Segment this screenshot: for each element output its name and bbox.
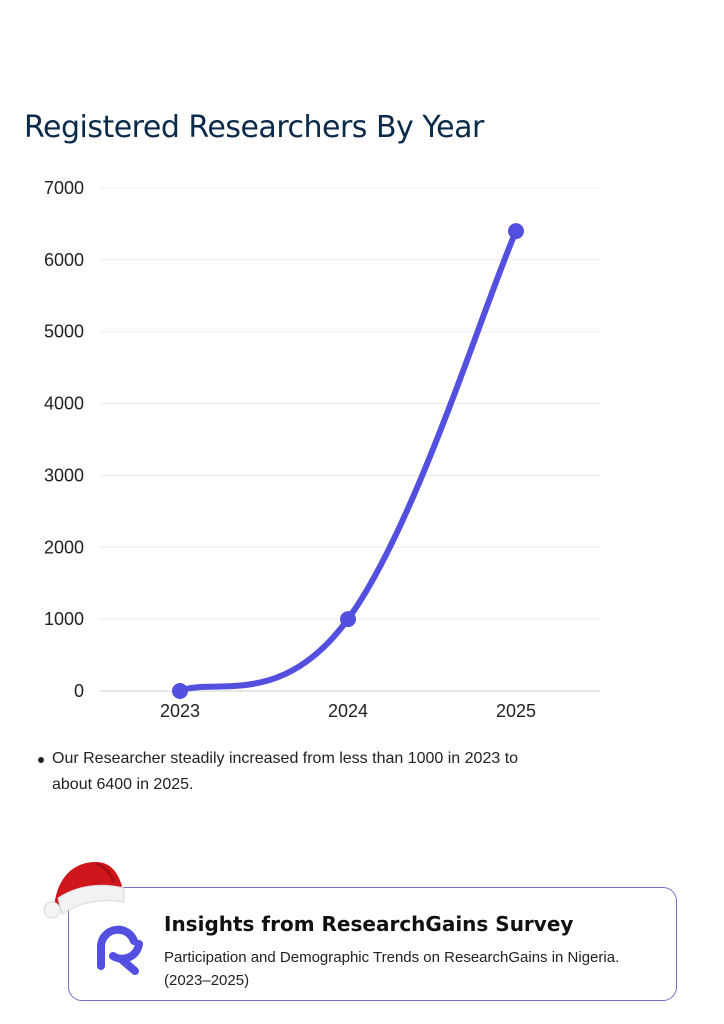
- bullet-note: Our Researcher steadily increased from l…: [38, 746, 552, 798]
- card-subtitle: Participation and Demographic Trends on …: [164, 949, 620, 989]
- x-tick-label: 2024: [328, 701, 368, 721]
- researchgains-logo-icon: [97, 925, 143, 975]
- survey-card: Insights from ResearchGains Survey Parti…: [68, 887, 677, 1001]
- y-axis-tick-labels: 0 1000 2000 3000 4000 5000 6000 7000: [44, 178, 84, 701]
- y-tick-label: 3000: [44, 465, 84, 485]
- x-tick-label: 2023: [160, 701, 200, 721]
- y-tick-label: 5000: [44, 322, 84, 342]
- data-point: [340, 611, 356, 628]
- data-points: [172, 223, 524, 699]
- y-tick-label: 0: [74, 681, 84, 701]
- y-tick-label: 7000: [44, 178, 84, 198]
- x-tick-label: 2025: [496, 701, 536, 721]
- bullet-dot: [38, 757, 44, 763]
- chart-title: Registered Researchers By Year: [24, 110, 484, 145]
- y-tick-label: 6000: [44, 250, 84, 270]
- santa-hat-icon: [43, 862, 125, 919]
- y-tick-label: 4000: [44, 394, 84, 414]
- data-point: [172, 683, 188, 699]
- bullet-text: Our Researcher steadily increased from l…: [52, 750, 519, 793]
- grid-lines: [100, 187, 600, 692]
- card-title: Insights from ResearchGains Survey: [164, 912, 574, 936]
- data-point: [508, 223, 524, 240]
- x-axis-tick-labels: 2023 2024 2025: [160, 701, 536, 721]
- y-tick-label: 2000: [44, 537, 84, 557]
- series-line: [177, 228, 519, 694]
- y-tick-label: 1000: [44, 609, 84, 629]
